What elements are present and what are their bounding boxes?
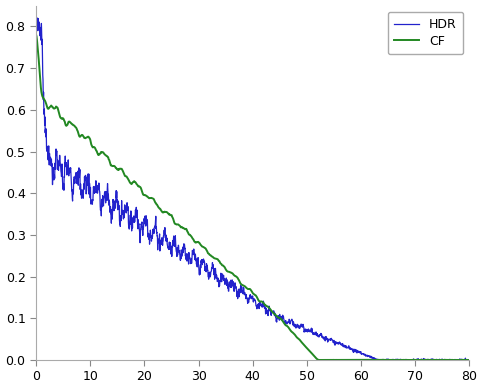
CF [60, 116, 66, 121]
Line: HDR: HDR [36, 18, 469, 360]
CF [33, 32, 39, 37]
CF [296, 337, 302, 342]
HDR [373, 358, 379, 363]
HDR [42, 107, 47, 111]
HDR [34, 16, 40, 20]
CF [467, 358, 472, 363]
HDR [229, 278, 235, 282]
HDR [33, 20, 39, 25]
HDR [467, 357, 472, 362]
HDR [439, 357, 445, 361]
CF [285, 324, 291, 329]
Line: CF: CF [36, 34, 469, 360]
HDR [332, 343, 338, 347]
HDR [111, 205, 117, 210]
CF [362, 357, 368, 362]
Legend: HDR, CF: HDR, CF [388, 12, 463, 54]
CF [352, 358, 358, 363]
CF [407, 357, 412, 362]
HDR [255, 303, 261, 308]
CF [309, 351, 315, 356]
